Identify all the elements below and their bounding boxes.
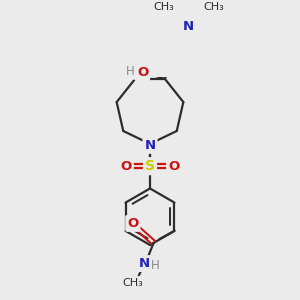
Text: N: N bbox=[139, 257, 150, 270]
Text: H: H bbox=[151, 259, 160, 272]
Text: O: O bbox=[127, 217, 139, 230]
Text: O: O bbox=[121, 160, 132, 173]
Text: N: N bbox=[144, 139, 156, 152]
Text: N: N bbox=[183, 20, 194, 33]
Text: CH₃: CH₃ bbox=[122, 278, 143, 288]
Text: O: O bbox=[168, 160, 179, 173]
Text: H: H bbox=[126, 65, 135, 78]
Text: CH₃: CH₃ bbox=[153, 2, 174, 13]
Text: CH₃: CH₃ bbox=[203, 2, 224, 13]
Text: O: O bbox=[137, 66, 148, 80]
Text: S: S bbox=[145, 159, 155, 173]
